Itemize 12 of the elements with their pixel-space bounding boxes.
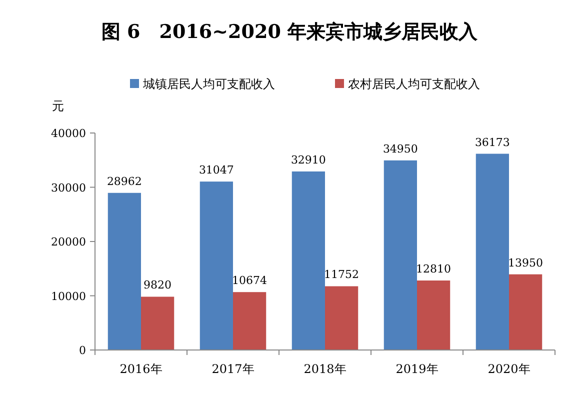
x-tick-label: 2019年 xyxy=(396,362,438,376)
title: 图 6 2016~2020 年来宾市城乡居民收入 xyxy=(101,21,478,43)
x-tick-label: 2018年 xyxy=(304,362,346,376)
x-tick-label: 2017年 xyxy=(212,362,254,376)
y-tick-label: 40000 xyxy=(51,127,86,140)
x-tick-label: 2016年 xyxy=(120,362,162,376)
x-tick-label: 2020年 xyxy=(488,362,530,376)
y-tick-label: 0 xyxy=(79,344,86,357)
y-tick-label: 10000 xyxy=(51,290,86,303)
ylabel: 元 xyxy=(52,99,64,113)
y-tick-label: 30000 xyxy=(51,181,86,194)
y-tick-label: 20000 xyxy=(51,236,86,248)
